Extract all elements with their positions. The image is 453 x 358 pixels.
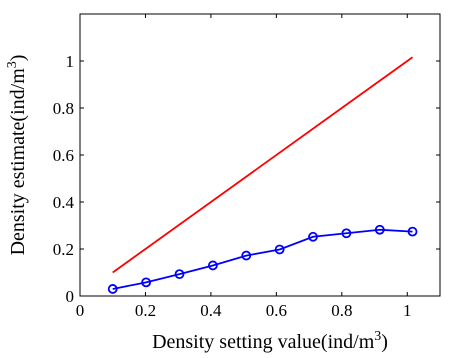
y-tick-label: 0.4 xyxy=(53,193,75,212)
series-1-point xyxy=(341,228,352,239)
y-tick-label: 0.8 xyxy=(53,99,74,118)
series-0-line xyxy=(112,56,414,274)
series-1-point xyxy=(274,244,285,255)
y-tick-label: 0 xyxy=(66,287,75,306)
x-axis-title: Density setting value(ind/m3) xyxy=(152,329,388,353)
series-layer xyxy=(107,56,418,294)
series-1-point xyxy=(407,226,418,237)
plot-area xyxy=(79,13,441,297)
x-tick-label: 0.4 xyxy=(200,301,222,320)
y-axis-title: Density estimate(ind/m3) xyxy=(5,55,29,256)
y-tick-label: 0.2 xyxy=(53,240,74,259)
x-tick-label: 0.2 xyxy=(135,301,156,320)
x-tick-label: 1 xyxy=(403,301,412,320)
axis-ticks: 0 0.2 0.4 0.6 0.8 1 0 0.2 0.4 0.6 0.8 1 xyxy=(53,14,440,320)
series-1-point xyxy=(374,224,385,235)
plot-frame xyxy=(79,13,441,297)
series-1-point xyxy=(308,231,318,242)
series-1-point xyxy=(174,269,185,280)
series-1-point xyxy=(141,277,152,288)
series-1-line xyxy=(112,228,413,290)
y-tick-label: 1 xyxy=(66,52,75,71)
y-tick-label: 0.6 xyxy=(53,146,74,165)
x-tick-label: 0.6 xyxy=(266,301,287,320)
series-1-point xyxy=(107,284,118,294)
series-1-point xyxy=(241,250,252,261)
x-tick-label: 0 xyxy=(76,301,85,320)
x-tick-label: 0.8 xyxy=(331,301,352,320)
series-1-point xyxy=(207,260,218,271)
